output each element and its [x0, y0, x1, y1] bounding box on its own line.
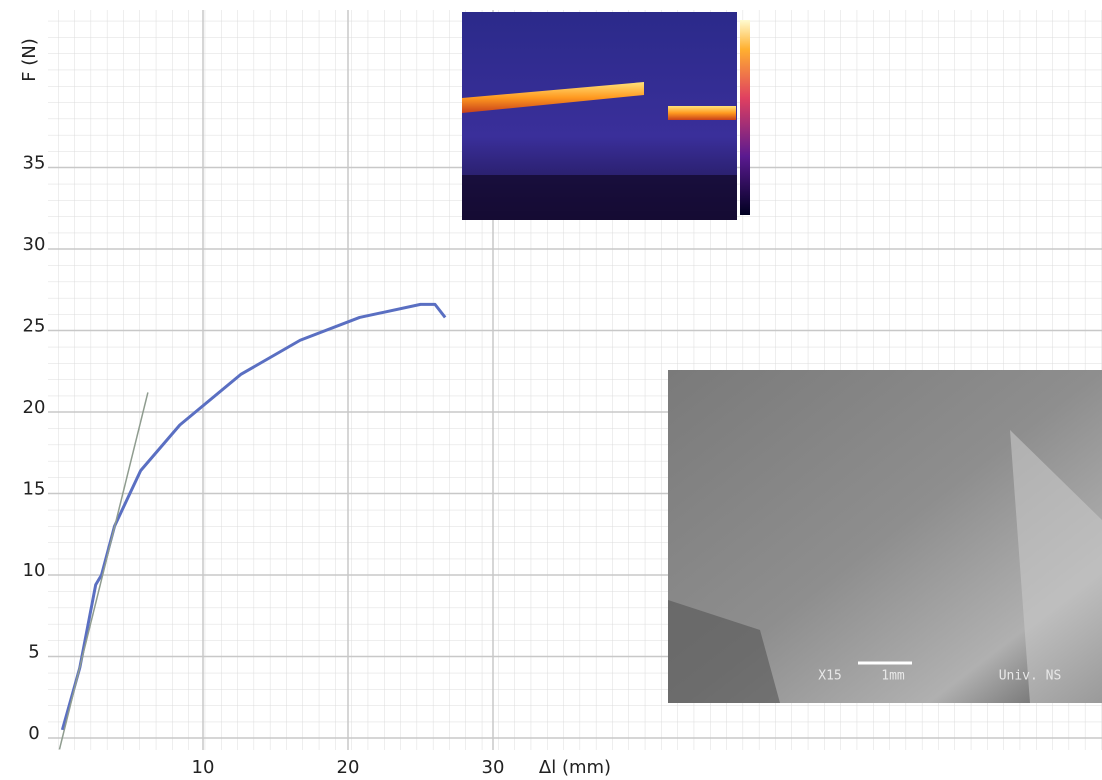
y-tick-label: 10: [23, 560, 46, 581]
data-line: [58, 392, 149, 750]
x-tick-label: 10: [192, 757, 215, 778]
sem-label: Univ. NS: [999, 669, 1062, 684]
y-tick-label: 20: [23, 397, 46, 418]
sem-scale: 1mm: [881, 669, 905, 684]
y-tick-label: 35: [23, 152, 46, 173]
x-tick-label: 30: [482, 757, 505, 778]
sem-magnification: X15: [818, 669, 841, 684]
x-axis-label: Δl (mm): [539, 757, 611, 778]
sem-image: X15 1mm Univ. NS: [668, 370, 1102, 703]
y-axis-label: F (N): [19, 38, 40, 82]
y-tick-label: 25: [23, 315, 46, 336]
x-tick-label: 20: [337, 757, 360, 778]
y-tick-label: 0: [28, 723, 39, 744]
y-tick-label: 15: [23, 478, 46, 499]
y-tick-label: 5: [28, 641, 39, 662]
data-line: [60, 302, 447, 731]
thermal-image: [462, 12, 750, 220]
y-tick-label: 30: [23, 234, 46, 255]
